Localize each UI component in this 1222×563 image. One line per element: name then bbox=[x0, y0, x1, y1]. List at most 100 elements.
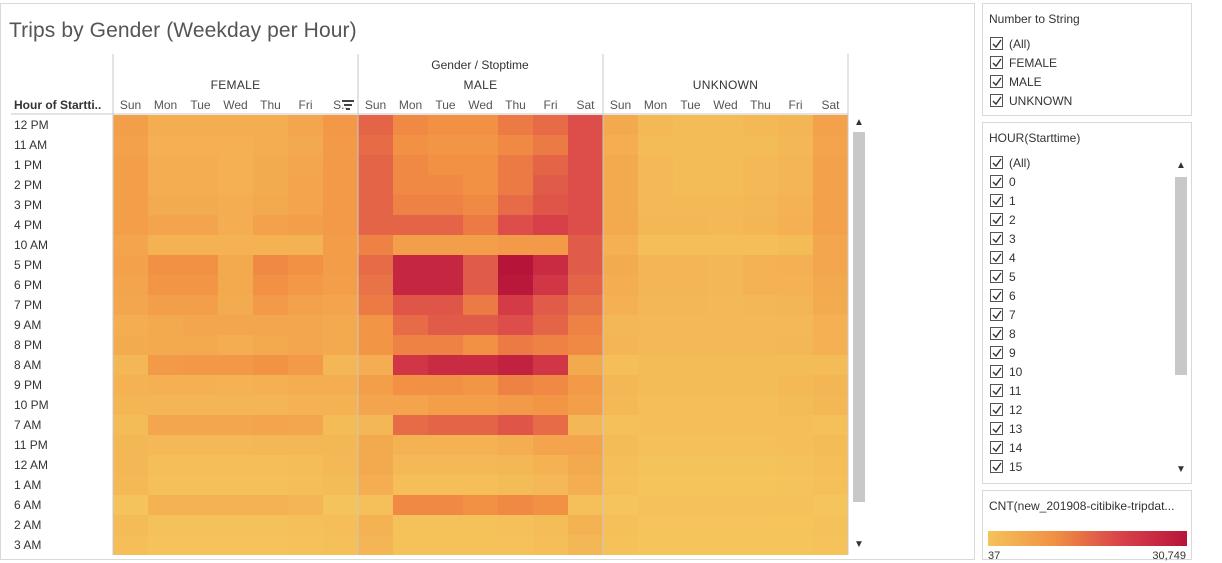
heatmap-cell[interactable] bbox=[778, 135, 813, 155]
heatmap-cell[interactable] bbox=[533, 135, 568, 155]
heatmap-cell[interactable] bbox=[498, 255, 533, 275]
heatmap-cell[interactable] bbox=[743, 235, 778, 255]
heatmap-cell[interactable] bbox=[533, 215, 568, 235]
heatmap-cell[interactable] bbox=[568, 495, 603, 515]
heatmap-cell[interactable] bbox=[183, 115, 218, 135]
heatmap-cell[interactable] bbox=[568, 355, 603, 375]
heatmap-cell[interactable] bbox=[148, 375, 183, 395]
heatmap-cell[interactable] bbox=[358, 435, 393, 455]
heatmap-cell[interactable] bbox=[428, 355, 463, 375]
checkbox[interactable] bbox=[990, 56, 1003, 69]
heatmap-cell[interactable] bbox=[253, 135, 288, 155]
heatmap-cell[interactable] bbox=[358, 235, 393, 255]
heatmap-cell[interactable] bbox=[498, 155, 533, 175]
heatmap-cell[interactable] bbox=[323, 395, 358, 415]
heatmap-cell[interactable] bbox=[253, 435, 288, 455]
heatmap-cell[interactable] bbox=[673, 135, 708, 155]
heatmap-cell[interactable] bbox=[673, 455, 708, 475]
heatmap-cell[interactable] bbox=[148, 115, 183, 135]
heatmap-cell[interactable] bbox=[813, 455, 848, 475]
heatmap-cell[interactable] bbox=[463, 135, 498, 155]
heatmap-cell[interactable] bbox=[638, 355, 673, 375]
heatmap-cell[interactable] bbox=[253, 175, 288, 195]
heatmap-cell[interactable] bbox=[533, 255, 568, 275]
checkbox[interactable] bbox=[990, 156, 1003, 169]
heatmap-cell[interactable] bbox=[428, 275, 463, 295]
heatmap-cell[interactable] bbox=[743, 295, 778, 315]
heatmap-cell[interactable] bbox=[463, 455, 498, 475]
checkbox[interactable] bbox=[990, 384, 1003, 397]
heatmap-cell[interactable] bbox=[358, 335, 393, 355]
heatmap-cell[interactable] bbox=[183, 435, 218, 455]
heatmap-cell[interactable] bbox=[253, 155, 288, 175]
chevron-up-icon[interactable]: ▲ bbox=[854, 117, 864, 128]
heatmap-cell[interactable] bbox=[813, 275, 848, 295]
heatmap-cell[interactable] bbox=[323, 375, 358, 395]
heatmap-cell[interactable] bbox=[533, 375, 568, 395]
heatmap-cell[interactable] bbox=[393, 115, 428, 135]
heatmap-cell[interactable] bbox=[568, 315, 603, 335]
heatmap-cell[interactable] bbox=[743, 455, 778, 475]
heatmap-cell[interactable] bbox=[813, 475, 848, 495]
heatmap-cell[interactable] bbox=[113, 175, 148, 195]
heatmap-cell[interactable] bbox=[603, 395, 638, 415]
heatmap-cell[interactable] bbox=[813, 395, 848, 415]
heatmap-cell[interactable] bbox=[288, 495, 323, 515]
heatmap-cell[interactable] bbox=[673, 215, 708, 235]
heatmap-cell[interactable] bbox=[673, 335, 708, 355]
heatmap-cell[interactable] bbox=[778, 415, 813, 435]
heatmap-cell[interactable] bbox=[778, 335, 813, 355]
heatmap-cell[interactable] bbox=[113, 515, 148, 535]
heatmap-cell[interactable] bbox=[323, 515, 358, 535]
heatmap-cell[interactable] bbox=[673, 415, 708, 435]
heatmap-cell[interactable] bbox=[358, 475, 393, 495]
checkbox[interactable] bbox=[990, 460, 1003, 473]
heatmap-cell[interactable] bbox=[183, 375, 218, 395]
checkbox[interactable] bbox=[990, 441, 1003, 454]
heatmap-cell[interactable] bbox=[288, 195, 323, 215]
heatmap-cell[interactable] bbox=[498, 215, 533, 235]
heatmap-cell[interactable] bbox=[743, 355, 778, 375]
hour-filter-item[interactable]: 5 bbox=[983, 267, 1191, 286]
heatmap-cell[interactable] bbox=[218, 315, 253, 335]
heatmap-cell[interactable] bbox=[743, 515, 778, 535]
heatmap-cell[interactable] bbox=[218, 175, 253, 195]
heatmap-cell[interactable] bbox=[533, 155, 568, 175]
heatmap-cell[interactable] bbox=[603, 175, 638, 195]
heatmap-cell[interactable] bbox=[288, 435, 323, 455]
heatmap-cell[interactable] bbox=[533, 495, 568, 515]
heatmap-cell[interactable] bbox=[183, 195, 218, 215]
heatmap-cell[interactable] bbox=[778, 235, 813, 255]
heatmap-cell[interactable] bbox=[183, 175, 218, 195]
heatmap-cell[interactable] bbox=[708, 475, 743, 495]
heatmap-cell[interactable] bbox=[778, 455, 813, 475]
chevron-down-icon[interactable]: ▼ bbox=[854, 539, 864, 550]
heatmap-cell[interactable] bbox=[498, 475, 533, 495]
heatmap-cell[interactable] bbox=[463, 215, 498, 235]
chevron-up-icon[interactable]: ▲ bbox=[1176, 160, 1186, 171]
heatmap-cell[interactable] bbox=[428, 215, 463, 235]
heatmap-cell[interactable] bbox=[148, 315, 183, 335]
hour-filter-item[interactable]: 4 bbox=[983, 248, 1191, 267]
heatmap-cell[interactable] bbox=[428, 495, 463, 515]
heatmap-cell[interactable] bbox=[813, 415, 848, 435]
heatmap-cell[interactable] bbox=[393, 515, 428, 535]
heatmap-cell[interactable] bbox=[323, 355, 358, 375]
heatmap-cell[interactable] bbox=[498, 175, 533, 195]
heatmap-cell[interactable] bbox=[113, 235, 148, 255]
heatmap-cell[interactable] bbox=[743, 175, 778, 195]
heatmap-cell[interactable] bbox=[393, 295, 428, 315]
heatmap-cell[interactable] bbox=[813, 535, 848, 555]
heatmap-cell[interactable] bbox=[358, 375, 393, 395]
heatmap-cell[interactable] bbox=[253, 255, 288, 275]
heatmap-cell[interactable] bbox=[323, 455, 358, 475]
heatmap-cell[interactable] bbox=[393, 455, 428, 475]
checkbox[interactable] bbox=[990, 94, 1003, 107]
hour-filter-item[interactable]: 0 bbox=[983, 172, 1191, 191]
heatmap-cell[interactable] bbox=[183, 415, 218, 435]
heatmap-cell[interactable] bbox=[393, 535, 428, 555]
heatmap-cell[interactable] bbox=[568, 515, 603, 535]
heatmap-cell[interactable] bbox=[358, 155, 393, 175]
heatmap-cell[interactable] bbox=[323, 195, 358, 215]
heatmap-cell[interactable] bbox=[708, 335, 743, 355]
